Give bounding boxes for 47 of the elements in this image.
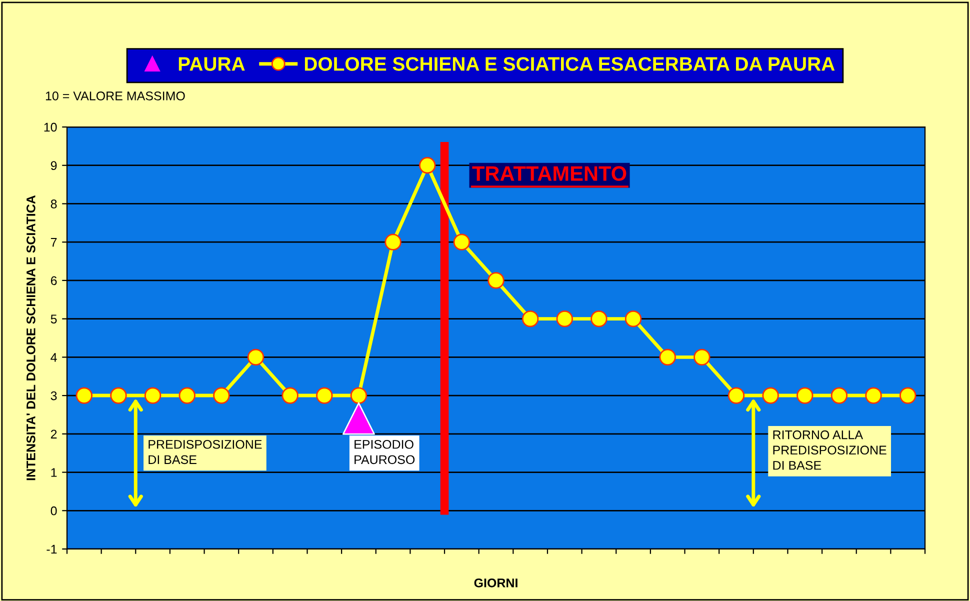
annotation: TRATTAMENTO xyxy=(472,166,626,181)
point xyxy=(762,387,779,404)
point xyxy=(900,387,916,404)
x-axis-title: GIORNI xyxy=(474,578,518,588)
y-tick-label: 6 xyxy=(50,276,57,286)
y-tick-label: 7 xyxy=(50,238,57,247)
point xyxy=(796,387,814,404)
point xyxy=(865,387,882,404)
point xyxy=(488,272,504,289)
point xyxy=(453,234,470,250)
point xyxy=(728,387,745,404)
point xyxy=(350,387,368,404)
point xyxy=(659,348,676,366)
point xyxy=(110,387,127,404)
point xyxy=(316,387,333,404)
point xyxy=(556,310,573,328)
y-tick-label: 8 xyxy=(50,200,57,208)
y-tick-label: 4 xyxy=(50,353,57,362)
point xyxy=(590,310,608,328)
text: 10 = VALORE MASSIMO xyxy=(46,92,185,100)
point xyxy=(247,348,264,366)
point xyxy=(624,310,642,328)
y-tick-label: 9 xyxy=(50,161,57,170)
annotation: RITORNO ALLA PREDISPOSIZIONE DI BASE xyxy=(773,430,886,470)
y-tick-label: 0 xyxy=(50,506,57,516)
point xyxy=(419,157,436,174)
y-axis-title: INTENSITA' DEL DOLORE SCHIENA E SCIATICA xyxy=(26,195,36,480)
annotation: EPISODIO PAUROSO xyxy=(354,440,415,464)
point xyxy=(178,387,196,404)
point xyxy=(213,387,230,404)
point xyxy=(830,387,848,404)
annotation: PREDISPOSIZIONE DI BASE xyxy=(148,440,262,464)
point xyxy=(76,387,92,404)
y-tick-label: 1 xyxy=(51,468,57,477)
point xyxy=(282,387,298,404)
legend-label: DOLORE SCHIENA E SCIATICA ESACERBATA DA PAURA xyxy=(304,57,835,71)
point xyxy=(384,234,402,250)
point xyxy=(522,310,539,328)
point xyxy=(694,348,710,366)
y-tick-label: 3 xyxy=(50,391,57,400)
point xyxy=(342,402,375,435)
legend-label: PAURA xyxy=(178,57,245,71)
y-tick-label: 5 xyxy=(50,314,57,324)
y-tick-label: -1 xyxy=(46,544,57,554)
y-tick-label: 10 xyxy=(44,122,57,132)
y-tick-label: 2 xyxy=(50,430,57,438)
point xyxy=(144,387,162,404)
